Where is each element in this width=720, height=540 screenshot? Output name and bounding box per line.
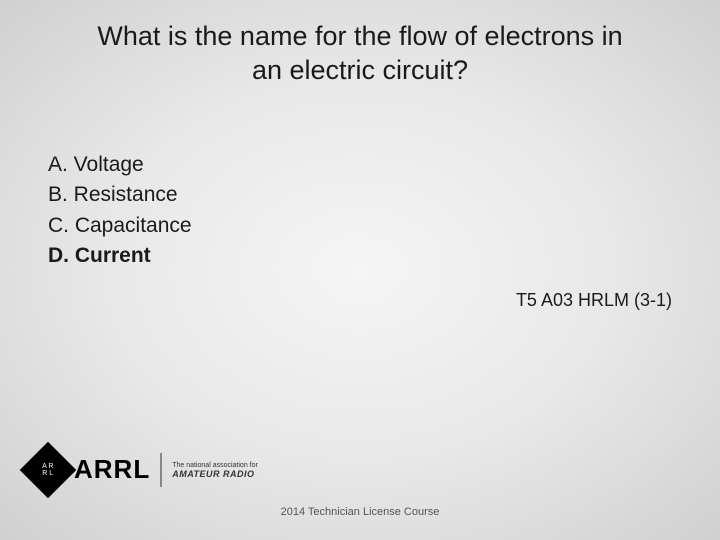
answer-list: A. Voltage B. Resistance C. Capacitance … (48, 150, 192, 272)
option-a: A. Voltage (48, 150, 192, 180)
diamond-bot: R L (43, 470, 54, 477)
option-b: B. Resistance (48, 180, 192, 210)
logo-diamond-icon: A R R L (20, 442, 77, 499)
reference-code: T5 A03 HRLM (3-1) (516, 290, 672, 311)
question-line-2: an electric circuit? (252, 55, 468, 85)
logo-arrl-text: ARRL (74, 458, 150, 481)
logo-diamond-text: A R R L (42, 463, 53, 477)
option-d: D. Current (48, 241, 192, 271)
logo-text-block: ARRL (74, 458, 150, 481)
logo-tagline: The national association for AMATEUR RAD… (172, 462, 258, 480)
question-line-1: What is the name for the flow of electro… (97, 21, 622, 51)
logo-divider (160, 453, 162, 487)
amateur-text: AMATEUR RADIO (172, 469, 254, 479)
footer-text: 2014 Technician License Course (0, 506, 720, 518)
question-title: What is the name for the flow of electro… (0, 0, 720, 88)
option-c: C. Capacitance (48, 211, 192, 241)
arrl-logo: A R R L ARRL The national association fo… (28, 450, 258, 490)
